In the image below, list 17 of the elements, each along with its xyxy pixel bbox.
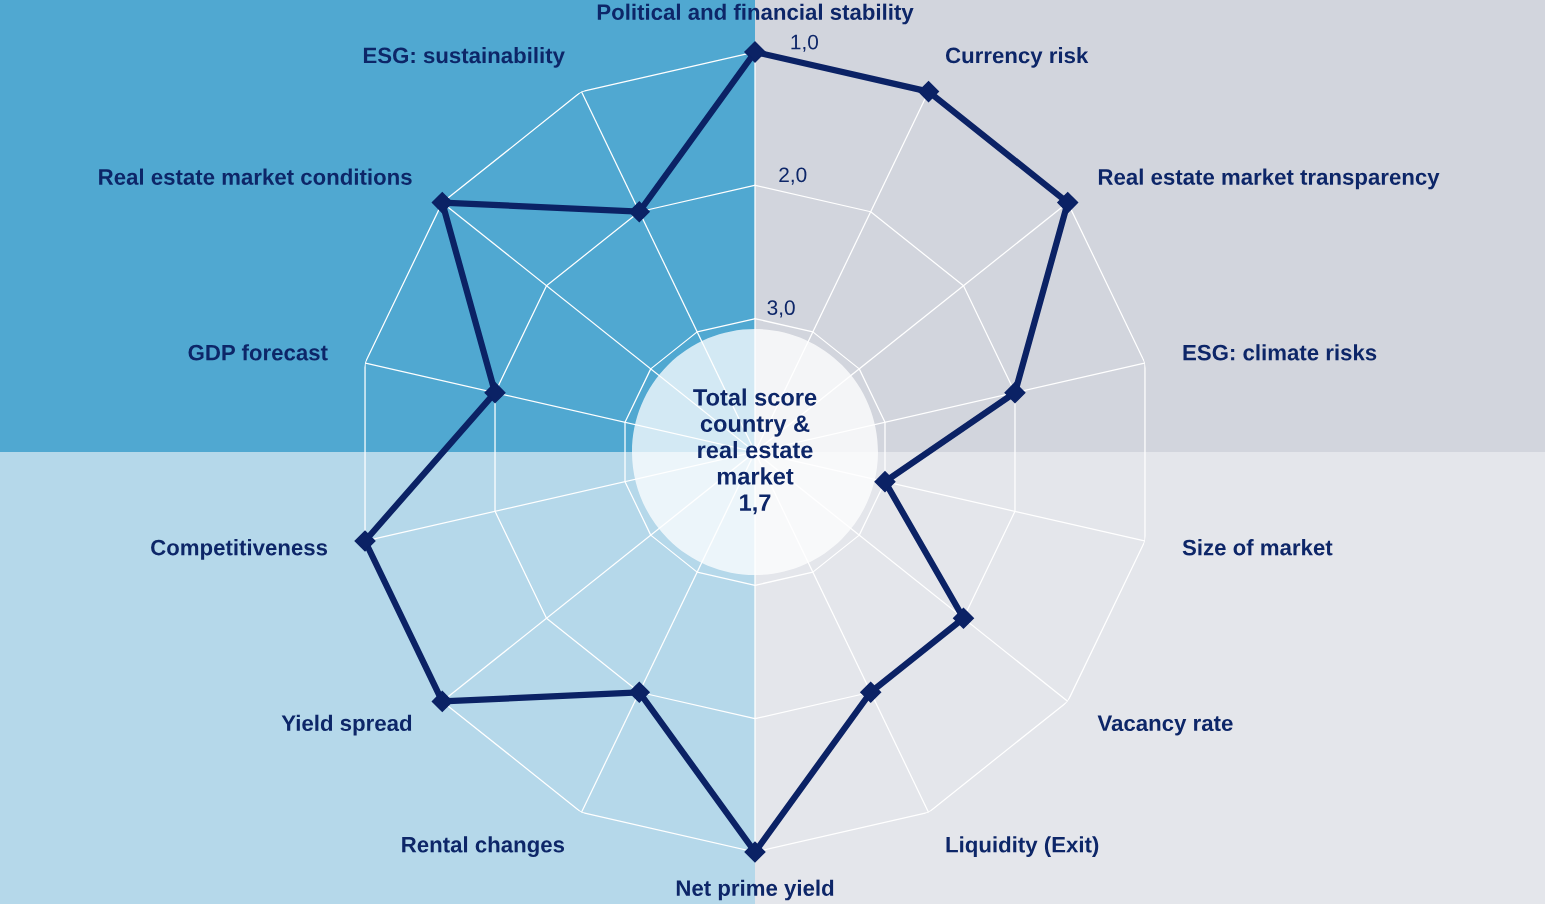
y-tick-label: 2,0 xyxy=(779,167,807,185)
spoke-label: Rental changes xyxy=(402,836,565,858)
spoke-label: Currency risk xyxy=(945,47,1089,68)
y-tick-label: 1,0 xyxy=(791,34,819,52)
spoke-label: Liquidity (Exit) xyxy=(946,836,1099,857)
y-tick-label: 3,0 xyxy=(767,300,795,318)
spoke-label: Net prime yield xyxy=(676,879,834,901)
spoke-label: ESG: sustainability xyxy=(363,47,565,68)
spoke-label: Real estate market conditions xyxy=(99,168,412,185)
spoke-label: Vacancy rate xyxy=(1097,715,1233,736)
spoke-label: Size of market xyxy=(1182,539,1333,556)
spoke-label: ESG: climate risks xyxy=(1183,344,1377,361)
spoke-label: Real estate market transparency xyxy=(1098,168,1440,190)
text: Total score country & real estate market 1,7 xyxy=(693,388,817,515)
spoke-label: Competitiveness xyxy=(151,539,328,560)
spoke-label: GDP forecast xyxy=(188,344,328,361)
spoke-label: Yield spread xyxy=(281,714,412,736)
